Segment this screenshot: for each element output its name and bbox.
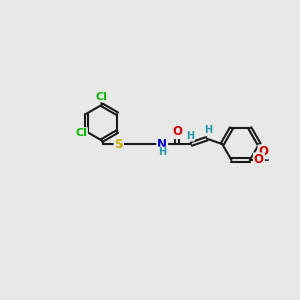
Text: S: S xyxy=(115,138,123,151)
Text: Cl: Cl xyxy=(75,128,87,138)
Text: H: H xyxy=(205,125,213,135)
Text: N: N xyxy=(157,138,167,151)
Text: H: H xyxy=(186,131,194,141)
Text: O: O xyxy=(254,153,264,167)
Text: H: H xyxy=(158,147,166,158)
Text: O: O xyxy=(259,146,269,158)
Text: Cl: Cl xyxy=(96,92,108,101)
Text: O: O xyxy=(172,125,182,138)
